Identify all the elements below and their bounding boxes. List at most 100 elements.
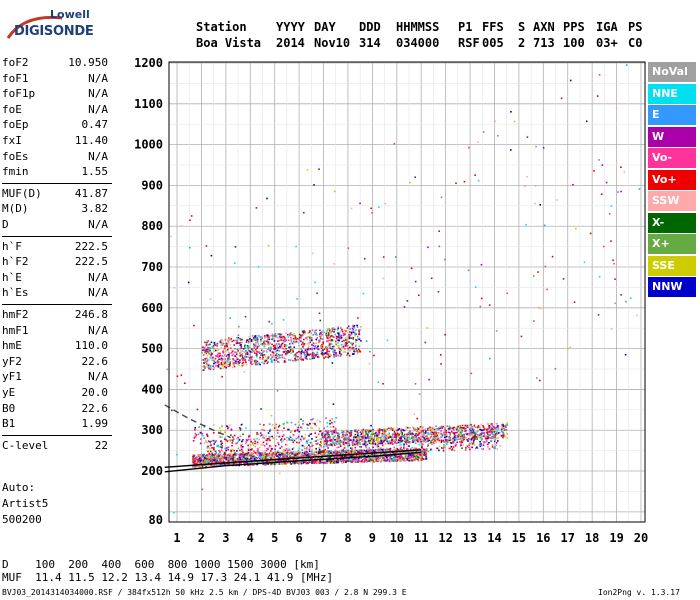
data-point <box>310 418 312 421</box>
param-row: fmin 1.55 <box>2 165 110 180</box>
data-point <box>500 425 503 428</box>
data-point <box>293 456 295 458</box>
data-point <box>485 436 488 438</box>
data-point <box>424 450 426 452</box>
data-point <box>385 439 388 441</box>
data-point <box>238 427 241 429</box>
data-point <box>361 450 363 453</box>
data-point <box>210 440 213 443</box>
data-point <box>409 448 412 451</box>
data-point <box>241 341 243 344</box>
param-label: fmin <box>2 165 29 179</box>
data-point <box>240 448 243 451</box>
data-point <box>202 454 204 457</box>
data-point <box>420 454 422 457</box>
data-point <box>267 455 270 458</box>
data-point <box>242 452 245 455</box>
data-point <box>419 448 422 450</box>
data-point <box>480 439 483 442</box>
data-point <box>259 455 261 458</box>
param-label: C-level <box>2 438 49 452</box>
data-point <box>191 460 194 462</box>
data-point <box>407 455 410 458</box>
data-point <box>265 439 268 442</box>
data-point <box>348 455 350 457</box>
data-point <box>506 437 509 439</box>
data-point <box>194 465 196 467</box>
data-point <box>340 441 342 443</box>
data-point <box>275 454 277 456</box>
data-point <box>347 459 349 461</box>
data-point <box>209 460 212 462</box>
data-point <box>280 344 283 346</box>
data-point <box>487 446 489 449</box>
header-label-4: HHMMSS <box>396 20 440 34</box>
data-point <box>210 462 212 464</box>
data-point <box>487 445 489 448</box>
data-point <box>476 438 478 440</box>
data-point <box>429 431 432 434</box>
data-point <box>298 441 301 444</box>
data-point <box>309 453 311 456</box>
data-point <box>419 441 422 443</box>
data-point <box>246 459 248 461</box>
data-point <box>237 458 240 460</box>
auto-code: 500200 <box>2 513 42 526</box>
data-point <box>448 428 451 430</box>
data-point <box>431 428 433 431</box>
data-point <box>326 350 328 353</box>
data-point <box>373 457 375 459</box>
data-point <box>302 423 304 425</box>
data-point <box>330 457 332 459</box>
data-point <box>326 450 329 452</box>
data-point <box>242 438 244 441</box>
data-point <box>352 455 355 457</box>
data-point <box>379 447 382 449</box>
data-point <box>277 450 279 452</box>
data-point <box>367 431 370 434</box>
data-point <box>304 437 306 439</box>
data-point <box>346 458 348 461</box>
data-point <box>453 436 456 438</box>
data-point <box>293 434 296 437</box>
data-point <box>231 460 234 463</box>
data-point <box>276 429 279 432</box>
data-point <box>260 453 262 455</box>
data-point <box>247 451 250 454</box>
data-point <box>213 443 215 445</box>
data-point <box>452 432 455 434</box>
data-point <box>372 459 375 461</box>
data-point <box>280 459 282 462</box>
data-point <box>386 458 389 461</box>
data-point <box>271 454 274 457</box>
data-point <box>328 328 331 330</box>
data-point <box>261 428 264 431</box>
data-point <box>230 460 233 463</box>
data-point <box>493 434 496 436</box>
param-value: N/A <box>88 71 108 85</box>
data-point <box>469 448 471 451</box>
data-point <box>284 451 287 454</box>
data-point <box>314 422 316 425</box>
data-point <box>407 445 409 448</box>
data-point <box>203 455 206 457</box>
data-point <box>286 439 288 442</box>
data-point <box>300 418 302 421</box>
data-point <box>287 438 290 441</box>
data-point <box>240 423 243 426</box>
data-point <box>224 463 226 466</box>
data-point <box>322 436 324 438</box>
data-point <box>383 452 385 455</box>
data-point <box>375 431 377 434</box>
header-label-7: S <box>518 20 526 34</box>
data-point <box>281 461 283 464</box>
data-point <box>382 441 384 443</box>
param-row: h`E N/A <box>2 271 110 286</box>
data-point <box>312 462 315 464</box>
data-point <box>221 445 224 448</box>
data-point <box>457 430 460 433</box>
data-point <box>338 436 341 438</box>
data-point <box>427 432 430 434</box>
data-point <box>198 457 201 460</box>
data-point <box>300 458 302 460</box>
